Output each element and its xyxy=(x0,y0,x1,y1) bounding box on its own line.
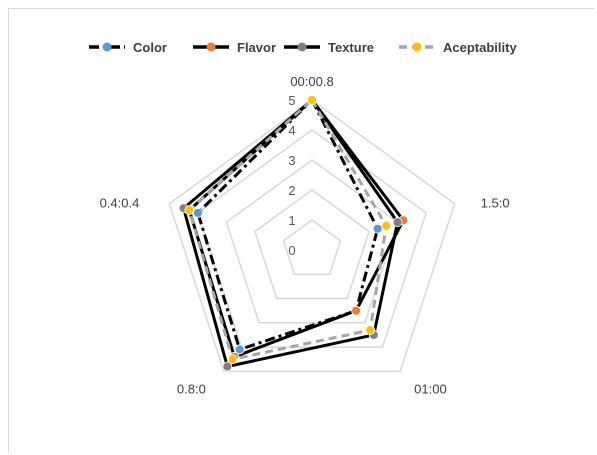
category-label: 00:00.8 xyxy=(290,74,333,89)
point-texture-1 xyxy=(392,217,403,228)
r-tick-label: 5 xyxy=(288,93,295,108)
point-texture-3 xyxy=(222,361,233,372)
r-tick-label: 4 xyxy=(288,123,295,138)
legend: Color Flavor Texture Aceptability xyxy=(89,40,517,55)
r-tick-label: 2 xyxy=(288,183,295,198)
r-tick-label: 1 xyxy=(288,213,295,228)
series-layer xyxy=(178,95,409,372)
series-line-color xyxy=(196,98,380,352)
grid-ring-5 xyxy=(168,99,456,373)
category-label: 01:00 xyxy=(414,381,447,396)
chart-frame xyxy=(8,8,594,452)
point-aceptability-2 xyxy=(365,325,376,335)
category-label: 0.4:0.4 xyxy=(100,196,140,211)
radial-ticks: 0 1 2 3 4 5 xyxy=(288,93,295,258)
category-labels: 00:00.8 1.5:0 01:00 0.8:0 0.4:0.4 xyxy=(100,74,510,396)
point-color-4 xyxy=(192,208,203,218)
legend-label-texture: Texture xyxy=(328,40,374,55)
point-aceptability-4 xyxy=(184,205,195,216)
legend-marker-color xyxy=(102,42,112,52)
grid-ring-1 xyxy=(282,219,342,276)
grid-ring-2 xyxy=(254,189,370,300)
legend-label-flavor: Flavor xyxy=(237,40,276,55)
point-aceptability-0 xyxy=(307,95,317,105)
category-label: 1.5:0 xyxy=(481,196,510,211)
point-aceptability-3 xyxy=(227,354,238,365)
legend-marker-flavor xyxy=(206,42,216,52)
point-aceptability-1 xyxy=(381,220,392,231)
point-color-3 xyxy=(234,344,245,355)
legend-label-color: Color xyxy=(133,40,167,55)
legend-label-aceptability: Aceptability xyxy=(443,40,517,55)
r-tick-label: 3 xyxy=(288,153,295,168)
grid-ring-3 xyxy=(225,159,399,324)
r-tick-label: 0 xyxy=(288,243,295,258)
point-flavor-2 xyxy=(351,305,361,316)
series-line-texture xyxy=(182,98,400,368)
category-label: 0.8:0 xyxy=(177,381,206,396)
point-color-1 xyxy=(372,223,383,234)
radar-grid xyxy=(168,99,456,373)
legend-marker-aceptability xyxy=(412,42,422,52)
series-line-aceptability xyxy=(187,98,388,361)
legend-marker-texture xyxy=(297,42,307,52)
